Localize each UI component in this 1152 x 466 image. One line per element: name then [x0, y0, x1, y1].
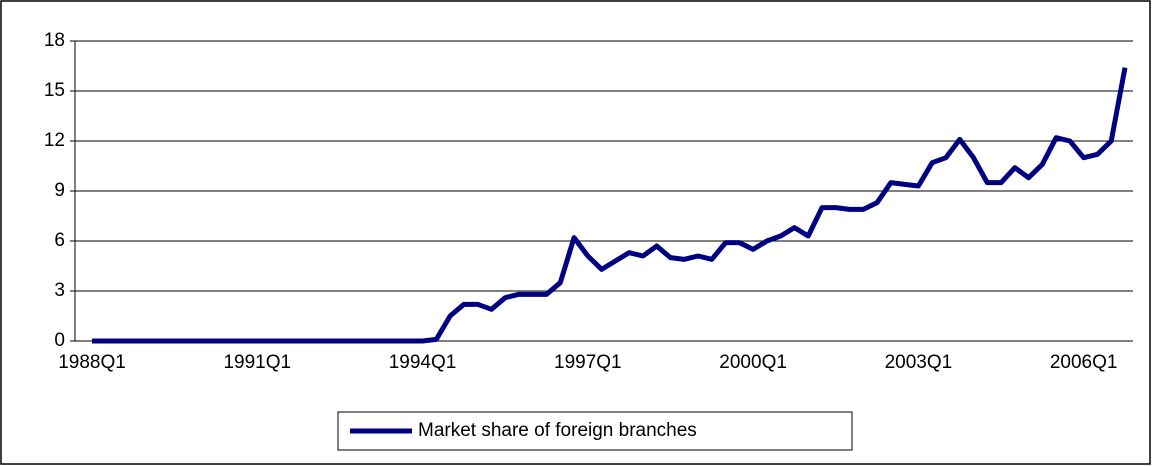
x-tick-label: 2000Q1	[719, 352, 787, 373]
x-tick-label: 1991Q1	[223, 352, 291, 373]
x-tick-label: 1994Q1	[389, 352, 457, 373]
data-line	[92, 67, 1128, 344]
y-tick-label: 3	[54, 280, 65, 301]
y-tick-label: 0	[54, 330, 65, 351]
y-tick-label: 12	[44, 130, 65, 151]
x-tick-label: 2003Q1	[885, 352, 953, 373]
legend-box	[337, 411, 853, 451]
y-tick-label: 18	[44, 30, 65, 51]
legend: Market share of foreign branches	[337, 411, 853, 451]
legend-label: Market share of foreign branches	[418, 420, 697, 441]
x-tick-label: 2006Q1	[1050, 352, 1118, 373]
y-tick-label: 6	[54, 230, 65, 251]
y-tick-label: 15	[44, 80, 65, 101]
x-tick-label: 1997Q1	[554, 352, 622, 373]
y-tick-label: 9	[54, 180, 65, 201]
x-tick-label: 1988Q1	[58, 352, 126, 373]
